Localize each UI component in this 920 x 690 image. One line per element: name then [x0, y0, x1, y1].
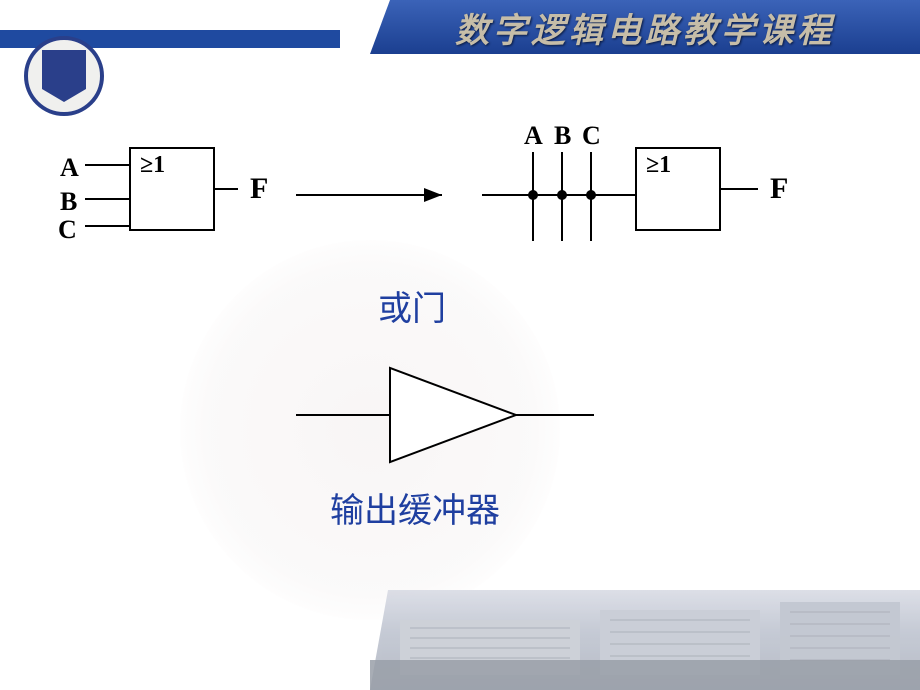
- output-buffer: [296, 368, 594, 462]
- diagram-layer: ≥1 A B C F ≥1: [0, 0, 920, 690]
- output-label-F-left: F: [250, 172, 268, 205]
- output-label-F-right: F: [770, 172, 788, 205]
- transform-arrow: [296, 188, 442, 202]
- gate-symbol-left: ≥1: [140, 152, 165, 178]
- or-gate-right: ≥1 A B C F: [482, 121, 788, 241]
- gate-symbol-right: ≥1: [646, 152, 671, 178]
- logo-shield-icon: [42, 50, 86, 102]
- input-label-B-left: B: [60, 187, 77, 216]
- slide: 数字逻辑电路教学课程 ≥1 A B C F ≥1: [0, 0, 920, 690]
- or-gate-left: ≥1 A B C F: [58, 148, 268, 244]
- university-logo: [24, 36, 104, 116]
- input-label-A-right: A: [524, 121, 543, 150]
- input-label-A-left: A: [60, 153, 79, 182]
- input-label-C-right: C: [582, 121, 601, 150]
- input-label-B-right: B: [554, 121, 571, 150]
- caption-or-gate: 或门: [378, 290, 446, 328]
- input-label-C-left: C: [58, 215, 77, 244]
- caption-buffer: 输出缓冲器: [330, 492, 500, 530]
